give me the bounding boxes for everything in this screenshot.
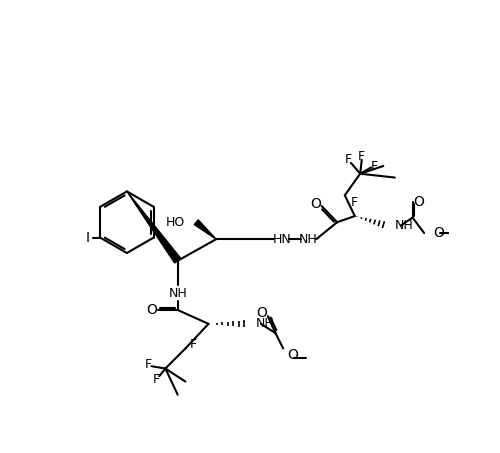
Text: NH: NH (299, 233, 318, 246)
Polygon shape (127, 192, 181, 263)
Text: NH: NH (256, 318, 274, 330)
Text: HO: HO (166, 216, 186, 229)
Text: F: F (358, 150, 366, 163)
Text: O: O (414, 195, 424, 209)
Text: F: F (152, 373, 160, 386)
Text: NH: NH (168, 287, 187, 299)
Text: O: O (434, 226, 444, 240)
Text: O: O (287, 347, 298, 361)
Text: F: F (370, 159, 378, 173)
Text: F: F (190, 338, 196, 351)
Polygon shape (194, 220, 216, 239)
Text: F: F (145, 358, 152, 371)
Text: I: I (86, 231, 90, 245)
Text: O: O (310, 197, 321, 211)
Text: F: F (345, 154, 352, 166)
Text: F: F (350, 197, 358, 209)
Text: O: O (256, 306, 267, 320)
Text: HN: HN (272, 233, 291, 246)
Text: NH: NH (395, 219, 413, 232)
Text: O: O (146, 303, 157, 317)
